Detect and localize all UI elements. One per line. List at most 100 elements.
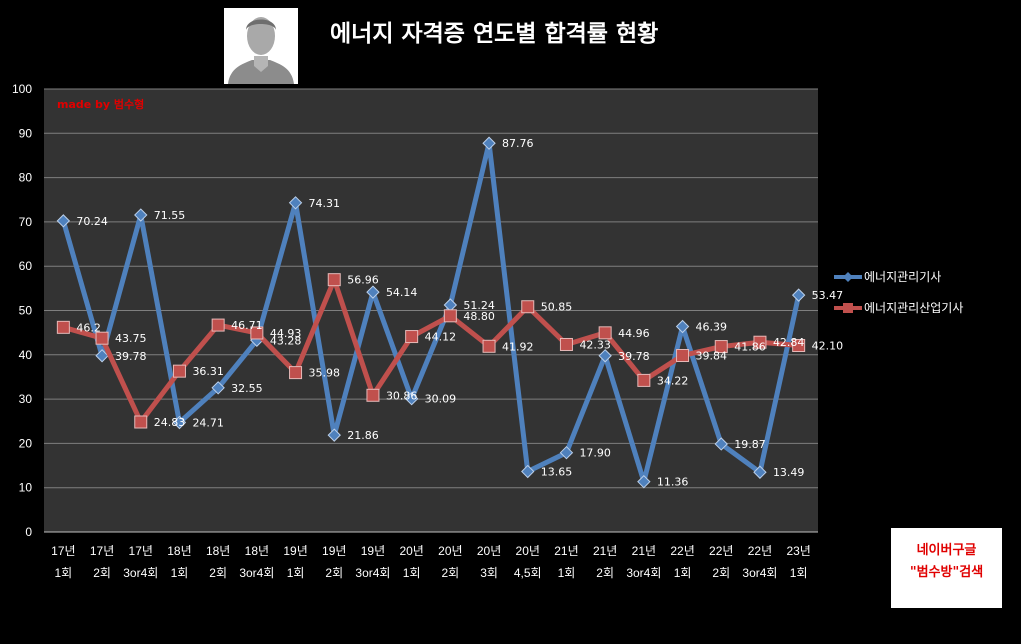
x-tick-label-round: 3or4회: [239, 566, 274, 580]
data-label: 74.31: [309, 197, 341, 210]
data-label: 30.09: [425, 393, 457, 406]
x-tick-label-round: 1회: [674, 566, 692, 580]
data-labels-series-1: 70.24 39.78 71.55 24.71 32.55 43.28 74.31 21.86…: [76, 137, 843, 488]
x-tick-label-round: 4,5회: [514, 566, 542, 580]
x-tick-label-year: 17년: [51, 544, 75, 558]
x-tick-label-year: 19년: [283, 544, 307, 558]
y-tick-label: 20: [19, 436, 33, 450]
y-tick-label: 70: [19, 215, 33, 229]
x-tick-label-year: 19년: [322, 544, 346, 558]
data-label: 41.92: [502, 340, 534, 353]
data-label: 32.55: [231, 382, 263, 395]
x-tick-label-year: 17년: [90, 544, 114, 558]
data-label: 13.49: [773, 466, 805, 479]
x-tick-label-year: 18년: [167, 544, 191, 558]
watermark-text: made by 범수형: [57, 98, 145, 111]
x-tick-label-year: 20년: [399, 544, 423, 558]
y-tick-label: 40: [19, 348, 33, 362]
x-tick-label-round: 2회: [441, 566, 459, 580]
data-point: [327, 428, 341, 442]
data-point: [753, 335, 767, 349]
legend-marker: [843, 272, 853, 282]
data-point: [443, 309, 457, 323]
y-tick-label: 10: [19, 481, 33, 495]
x-tick-label-year: 22년: [748, 544, 772, 558]
data-point: [366, 285, 380, 299]
x-tick-label-round: 1회: [790, 566, 808, 580]
data-label: 70.24: [76, 215, 108, 228]
data-point: [366, 388, 380, 402]
data-label: 44.93: [270, 327, 302, 340]
data-point: [56, 214, 71, 228]
x-tick-label-year: 18년: [206, 544, 230, 558]
data-point: [95, 331, 109, 345]
series-energy-industrial-engineer: [56, 273, 806, 429]
y-tick-label: 50: [19, 304, 33, 318]
data-label: 46.71: [231, 319, 263, 332]
data-point: [714, 437, 728, 451]
data-label: 36.31: [192, 365, 224, 378]
x-tick-label-round: 3or4회: [742, 566, 777, 580]
y-tick-label: 0: [25, 525, 32, 539]
data-label: 46.2: [76, 321, 101, 334]
data-label: 11.36: [657, 476, 689, 489]
data-label: 53.47: [812, 289, 844, 302]
data-point: [288, 196, 303, 210]
x-tick-label-round: 3or4회: [626, 566, 661, 580]
data-label: 24.71: [192, 417, 224, 430]
x-tick-label-round: 2회: [596, 566, 614, 580]
data-point: [95, 349, 109, 363]
data-point: [675, 319, 690, 334]
data-label: 34.22: [657, 374, 689, 387]
data-label: 44.96: [618, 327, 650, 340]
data-point: [791, 288, 806, 302]
data-label: 42.33: [579, 338, 611, 351]
data-point: [289, 366, 303, 380]
data-label: 56.96: [347, 274, 379, 287]
data-point: [598, 326, 612, 340]
data-point: [404, 391, 419, 406]
data-label: 39.78: [618, 350, 650, 363]
y-tick-label: 100: [12, 82, 32, 96]
x-tick-label-year: 23년: [786, 544, 810, 558]
y-tick-label: 80: [19, 171, 33, 185]
legend-label: 에너지관리산업기사: [864, 301, 963, 315]
data-label: 48.80: [463, 310, 495, 323]
data-point: [250, 326, 264, 340]
data-label: 46.39: [696, 320, 728, 333]
x-tick-label-year: 20년: [516, 544, 540, 558]
data-point: [405, 330, 419, 344]
data-label: 87.76: [502, 137, 534, 150]
data-label: 44.12: [425, 331, 457, 344]
data-point: [482, 339, 496, 353]
x-tick-label-round: 1회: [287, 566, 305, 580]
data-labels-series-2: 46.2 43.75 24.83 36.31 46.71 44.93 35.98 56.96 3…: [76, 274, 843, 429]
x-tick-label-year: 21년: [554, 544, 578, 558]
x-tick-label-year: 21년: [593, 544, 617, 558]
x-tick-label-round: 1회: [403, 566, 421, 580]
x-tick-label-round: 1회: [171, 566, 189, 580]
data-point: [753, 465, 767, 479]
legend-label: 에너지관리기사: [864, 270, 941, 284]
data-label: 21.86: [347, 429, 379, 442]
data-point: [134, 415, 148, 429]
x-tick-label-year: 19년: [361, 544, 385, 558]
data-label: 71.55: [154, 209, 186, 222]
data-point: [598, 349, 612, 363]
data-label: 43.75: [115, 332, 147, 345]
data-point: [134, 208, 148, 222]
data-point: [482, 136, 496, 150]
data-label: 17.90: [579, 447, 611, 460]
data-point: [327, 273, 341, 287]
x-tick-label-year: 21년: [632, 544, 656, 558]
data-point: [637, 373, 651, 387]
data-label: 19.87: [734, 438, 766, 451]
x-tick-label-round: 3or4회: [355, 566, 390, 580]
data-label: 42.10: [812, 339, 844, 352]
x-tick-label-round: 1회: [54, 566, 72, 580]
data-point: [559, 337, 573, 351]
data-label: 50.85: [541, 301, 573, 314]
data-point: [521, 300, 535, 314]
